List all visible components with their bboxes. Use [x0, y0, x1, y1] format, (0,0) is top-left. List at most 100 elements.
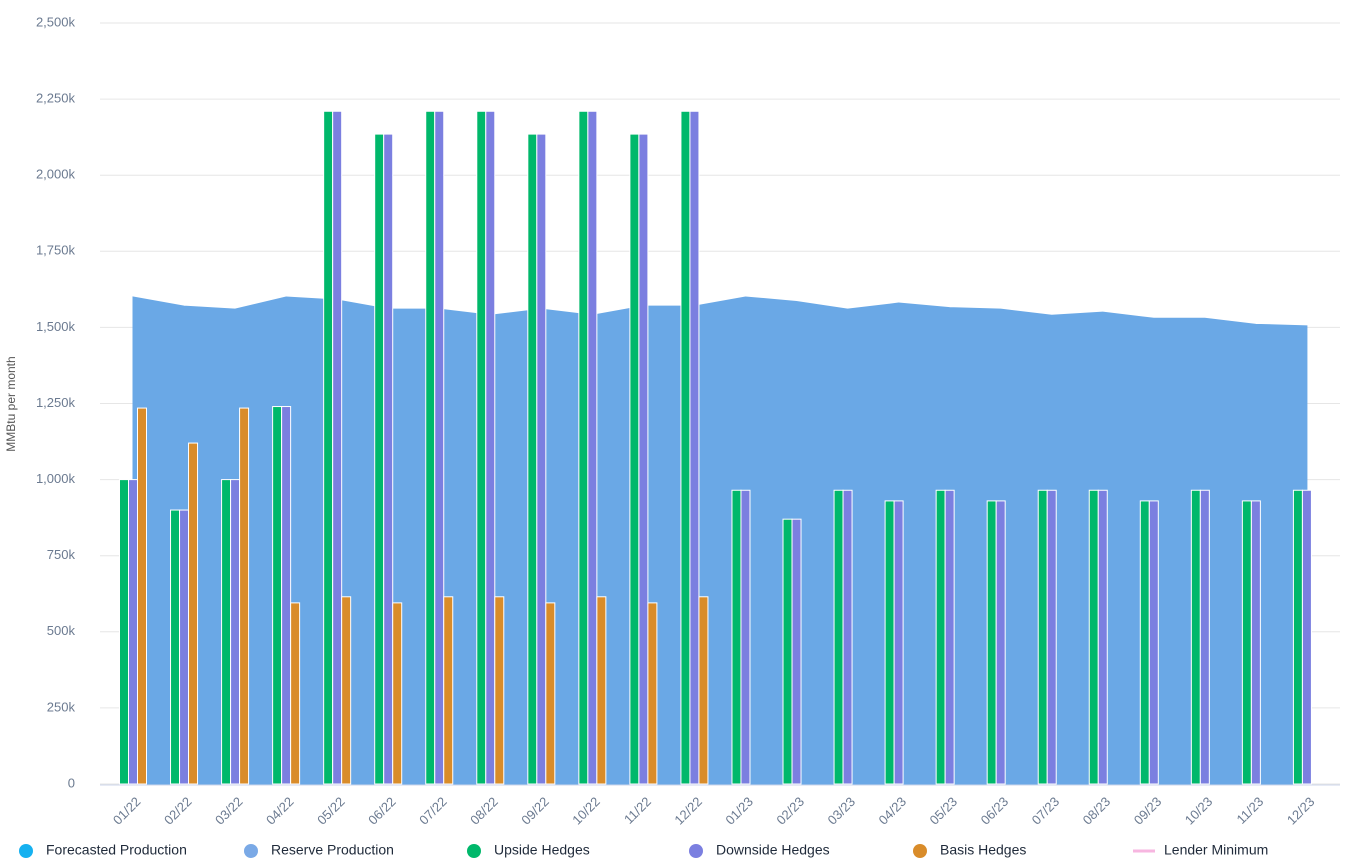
bar [137, 407, 147, 785]
legend-label: Forecasted Production [46, 842, 187, 858]
bar [119, 479, 129, 785]
bar [629, 133, 640, 785]
bar [1241, 500, 1252, 785]
bar [596, 596, 607, 785]
bar [689, 110, 700, 785]
bar [179, 509, 190, 785]
y-tick-label: 2,250k [36, 91, 76, 106]
bar [995, 500, 1006, 785]
legend-swatch [19, 844, 33, 858]
bar [578, 110, 589, 785]
bar [188, 442, 199, 785]
legend-label: Lender Minimum [1164, 842, 1268, 858]
x-tick-label: 02/23 [773, 794, 807, 828]
bar [680, 110, 691, 785]
x-tick-label: 03/22 [212, 794, 246, 828]
legend-label: Upside Hedges [494, 842, 590, 858]
bar [341, 596, 352, 785]
bar [740, 489, 751, 785]
bar [383, 133, 394, 785]
y-tick-label: 1,000k [36, 471, 76, 486]
bar [638, 133, 649, 785]
x-tick-label: 11/22 [621, 794, 654, 827]
bar [494, 596, 505, 785]
x-tick-label: 12/23 [1284, 794, 1318, 828]
bar [536, 133, 547, 785]
legend-label: Downside Hedges [716, 842, 830, 858]
bar [425, 110, 436, 785]
bar [170, 509, 181, 785]
x-tick-label: 01/23 [722, 794, 756, 828]
x-tick-label: 10/22 [569, 794, 603, 828]
bar [1292, 489, 1303, 785]
legend-label: Reserve Production [271, 842, 394, 858]
bar [323, 110, 334, 785]
bar [281, 406, 292, 785]
x-tick-label: 07/23 [1029, 794, 1063, 828]
bar [272, 406, 283, 785]
bar [782, 518, 793, 785]
bar [944, 489, 955, 785]
bar [698, 596, 709, 785]
x-tick-label: 09/23 [1131, 794, 1165, 828]
x-tick-label: 06/22 [365, 794, 399, 828]
x-tick-label: 08/23 [1080, 794, 1114, 828]
bar [332, 110, 343, 785]
bar [1148, 500, 1159, 785]
x-tick-label: 06/23 [978, 794, 1012, 828]
bar [1088, 489, 1099, 785]
y-tick-label: 1,500k [36, 319, 76, 334]
x-tick-label: 07/22 [416, 794, 450, 828]
bar [239, 407, 250, 785]
area [132, 296, 1308, 785]
bar [221, 479, 232, 785]
x-tick-label: 05/23 [927, 794, 961, 828]
bar [884, 500, 895, 785]
legend-swatch [467, 844, 481, 858]
bar [893, 500, 904, 785]
bar [443, 596, 454, 785]
bar [392, 602, 403, 785]
y-tick-label: 250k [47, 699, 76, 714]
bar [731, 489, 742, 785]
bar [587, 110, 598, 785]
x-tick-label: 02/22 [161, 794, 195, 828]
y-axis-label: MMBtu per month [4, 356, 18, 451]
x-tick-label: 01/22 [110, 794, 144, 828]
bar [545, 602, 556, 785]
y-tick-label: 500k [47, 623, 76, 638]
bar [1199, 489, 1210, 785]
legend-swatch [689, 844, 703, 858]
y-tick-label: 1,250k [36, 395, 76, 410]
bar [842, 489, 853, 785]
x-tick-label: 05/22 [314, 794, 348, 828]
y-tick-label: 2,500k [36, 14, 76, 29]
bar [434, 110, 445, 785]
bar [1190, 489, 1201, 785]
bar [1301, 489, 1312, 785]
bar [476, 110, 487, 785]
legend-swatch [244, 844, 258, 858]
y-tick-label: 750k [47, 547, 76, 562]
bar [647, 602, 658, 785]
bar [374, 133, 385, 785]
bar [833, 489, 844, 785]
x-tick-label: 04/23 [876, 794, 910, 828]
x-tick-label: 03/23 [824, 794, 858, 828]
x-tick-label: 09/22 [518, 794, 552, 828]
x-tick-label: 11/23 [1233, 794, 1266, 827]
y-tick-label: 0 [68, 775, 75, 790]
bar [290, 602, 301, 785]
x-tick-label: 12/22 [671, 794, 705, 828]
x-tick-label: 04/22 [263, 794, 297, 828]
legend-swatch [913, 844, 927, 858]
bar [986, 500, 997, 785]
x-tick-label: 08/22 [467, 794, 501, 828]
bar [527, 133, 538, 785]
bar [128, 479, 138, 785]
bar [1250, 500, 1261, 785]
y-tick-label: 2,000k [36, 167, 76, 182]
bar [485, 110, 496, 785]
bar [230, 479, 241, 785]
